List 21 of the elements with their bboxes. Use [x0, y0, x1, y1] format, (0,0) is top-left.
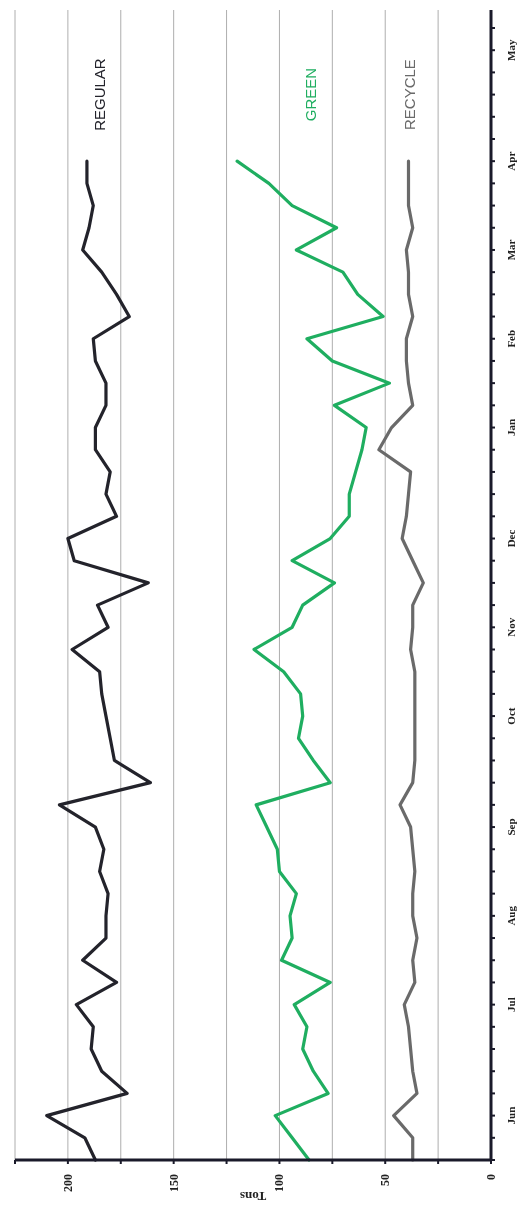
y-tick-label: Oct [505, 707, 517, 725]
y-tick-label: May [505, 39, 517, 61]
x-tick-label: 0 [484, 1174, 498, 1180]
text: REGULAR [90, 58, 108, 131]
y-tick-label: Jun [505, 1106, 517, 1125]
x-tick-label: 150 [166, 1174, 181, 1192]
text: GREEN [302, 67, 320, 122]
y-tick-label: Aug [505, 905, 517, 926]
y-tick-label: Feb [505, 329, 517, 348]
y-tick-label: Mar [505, 239, 517, 261]
y-tick-label: Nov [505, 617, 517, 637]
y-tick-label: Dec [505, 529, 517, 548]
x-tick-label: 100 [272, 1174, 287, 1192]
text: RECYCLE [401, 59, 419, 131]
y-tick-label: Jan [505, 418, 517, 437]
y-tick-label: Jul [505, 997, 517, 1012]
y-tick-label: Sep [505, 818, 517, 836]
y-tick-label: Apr [505, 151, 517, 171]
x-tick-label: 200 [60, 1174, 75, 1192]
x-axis-title: Tons [239, 1189, 267, 1204]
x-tick-label: 50 [378, 1174, 393, 1186]
